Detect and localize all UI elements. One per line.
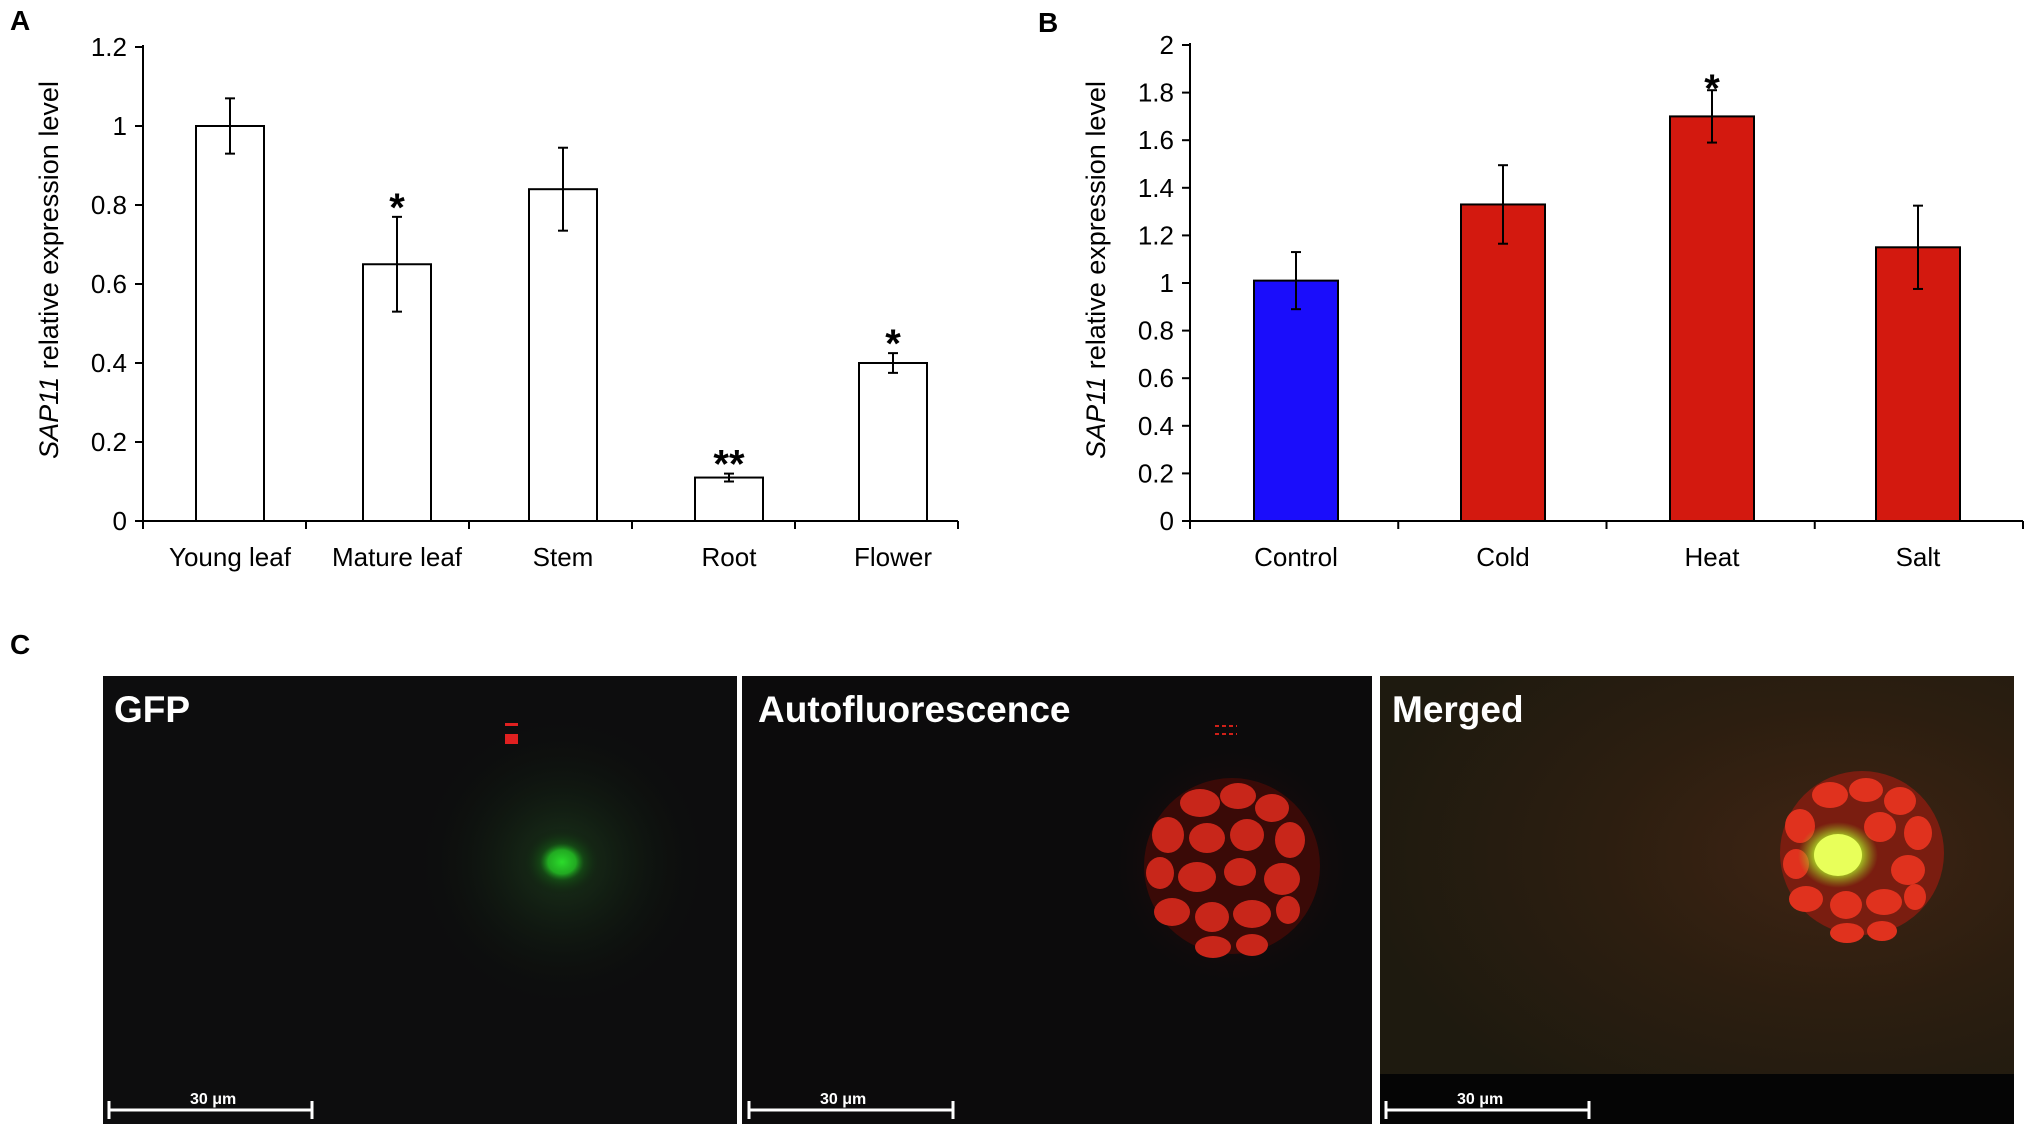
micrograph-gfp: GFP 30 μm [103, 676, 737, 1124]
panel-letter-a: A [10, 5, 30, 36]
chart-b-y-tick-label: 2 [1160, 30, 1174, 60]
merged-scale-label: 30 μm [1457, 1091, 1503, 1108]
chart-b: SAP11 relative expression level 0 0.2 0.4 0… [1081, 30, 2024, 572]
gfp-red-mark-2 [505, 734, 518, 744]
chart-a-ylabel-space [34, 369, 64, 377]
chart-b-y-tick-label: 0.2 [1138, 458, 1174, 488]
chart-a-category-label: Young leaf [169, 542, 292, 572]
chart-b-y-tick-label: 1.8 [1138, 78, 1174, 108]
chart-a-bar [694, 476, 764, 522]
gfp-red-mark-1 [505, 723, 518, 726]
chart-b-category-label: Control [1254, 542, 1338, 572]
chart-b-bar [1253, 279, 1339, 522]
chart-b-y-tick-label: 1.2 [1138, 220, 1174, 250]
chart-b-y-tick-label: 0.6 [1138, 363, 1174, 393]
chart-b-ylabel-gene: SAP11 [1081, 377, 1111, 459]
micrograph-gfp-label: GFP [114, 689, 190, 730]
chart-b-category-label: Cold [1476, 542, 1529, 572]
merged-nucleus [1814, 834, 1862, 876]
chart-a-bar [195, 125, 265, 522]
micrograph-merged: Merged 30 μm [1380, 676, 2014, 1124]
gfp-scale-label: 30 μm [190, 1091, 236, 1108]
panel-letter-c: C [10, 629, 30, 660]
chart-b-y-tick-label: 0.4 [1138, 411, 1174, 441]
chart-b-bar [1875, 246, 1961, 523]
autofluorescence-chloroplasts [1146, 783, 1305, 958]
autofluorescence-scale-label: 30 μm [820, 1091, 866, 1108]
chart-b-category-label: Heat [1685, 542, 1741, 572]
chart-a-significance: * [389, 186, 405, 230]
chart-b-ylabel-text: relative expression level [1081, 81, 1111, 369]
micrograph-merged-scale-strip [1380, 1074, 2014, 1124]
chart-b-y-tick-label: 1 [1160, 268, 1174, 298]
chart-a-y-tick-label: 0.6 [91, 269, 127, 299]
chart-a-bar [528, 188, 598, 522]
chart-a-category-label: Mature leaf [332, 542, 463, 572]
chart-a-bar [858, 362, 928, 522]
chart-b-y-tick-label: 1.4 [1138, 173, 1174, 203]
chart-a-ylabel-text: relative expression level [34, 81, 64, 369]
merged-chloroplasts [1783, 778, 1932, 943]
chart-b-ylabel-space [1081, 369, 1111, 377]
chart-a-category-label: Flower [854, 542, 932, 572]
chart-a: SAP11 relative expression level 0 0.2 0.4 0… [34, 32, 959, 572]
chart-a-ylabel: SAP11 relative expression level [34, 81, 64, 459]
chart-a-y-tick-label: 0 [113, 506, 127, 536]
chart-a-significance: ** [713, 443, 745, 487]
chart-a-y-tick-label: 0.4 [91, 348, 127, 378]
chart-b-category-label: Salt [1896, 542, 1942, 572]
chart-b-y-tick-label: 1.6 [1138, 125, 1174, 155]
micrograph-autofluorescence: Autofluorescence 30 μm [742, 676, 1372, 1124]
chart-a-category-label: Root [702, 542, 758, 572]
chart-a-significance: * [885, 322, 901, 366]
chart-b-y-tick-label: 0 [1160, 506, 1174, 536]
chart-b-bar [1460, 203, 1546, 523]
chart-a-ylabel-gene: SAP11 [34, 377, 64, 459]
panel-letter-b: B [1038, 7, 1058, 38]
chart-b-ylabel: SAP11 relative expression level [1081, 81, 1111, 459]
micrograph-merged-label: Merged [1392, 689, 1524, 730]
chart-a-y-tick-label: 1 [113, 111, 127, 141]
micrograph-autofluorescence-label: Autofluorescence [758, 689, 1071, 730]
chart-b-bar [1669, 115, 1755, 523]
chart-a-category-label: Stem [533, 542, 594, 572]
chart-a-y-tick-label: 0.2 [91, 427, 127, 457]
chart-a-y-tick-label: 1.2 [91, 32, 127, 62]
chart-b-y-tick-label: 0.8 [1138, 316, 1174, 346]
chart-b-significance: * [1704, 67, 1720, 111]
chart-a-y-tick-label: 0.8 [91, 190, 127, 220]
gfp-nucleus [522, 828, 602, 896]
